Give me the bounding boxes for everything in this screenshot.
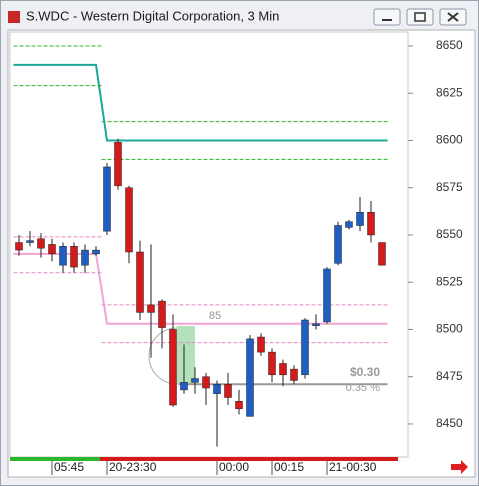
y-tick-label: 8550 (436, 227, 463, 241)
y-tick-label: 8650 (436, 38, 463, 52)
candle-body (378, 242, 386, 266)
y-tick-label: 8525 (436, 274, 463, 288)
candle-body (323, 268, 331, 323)
y-tick-label: 8500 (436, 322, 463, 336)
plot: 8450 8475 8500 8525 8550 8575 8600 8625 8650 05:4… (13, 38, 463, 475)
candle-body (92, 249, 100, 255)
candle-body (37, 238, 45, 249)
candle-body (125, 187, 133, 253)
x-tick-label: 20-23:30 (109, 460, 157, 474)
candle-body (191, 378, 199, 383)
close-icon (447, 12, 459, 22)
candle-body (147, 304, 155, 313)
candle-body (257, 336, 265, 353)
candle-body (356, 212, 364, 226)
annotation-arc (148, 327, 178, 385)
candle-body (345, 221, 353, 228)
indicator-line (13, 63, 388, 142)
session-strip (10, 457, 100, 461)
candle-body (180, 382, 188, 391)
y-tick-label: 8475 (436, 369, 463, 383)
y-tick-label: 8450 (436, 416, 463, 430)
candle-body (290, 368, 298, 381)
candle-body (81, 249, 89, 266)
x-tick-label: 00:00 (219, 460, 249, 474)
y-tick-label: 8575 (436, 180, 463, 194)
candle-body (279, 363, 287, 376)
y-tick-label: 8625 (436, 85, 463, 99)
candle-body (103, 166, 111, 232)
candle-body (301, 319, 309, 376)
candle-body (169, 329, 177, 406)
annotation: 0.35 % (346, 382, 380, 394)
candle-body (235, 401, 243, 410)
candle-body (26, 240, 34, 243)
minimize-button[interactable] (373, 8, 401, 26)
app-icon (8, 11, 20, 23)
session-strip (100, 457, 398, 461)
candle-body (268, 351, 276, 376)
candle-body (334, 225, 342, 264)
candle-body (114, 142, 122, 187)
scroll-arrow[interactable] (451, 460, 468, 474)
candle-body (312, 323, 320, 326)
candle-body (158, 300, 166, 328)
candle-body (367, 212, 375, 236)
candle-body (70, 246, 78, 268)
candle-body (213, 383, 221, 394)
candle-body (59, 246, 67, 266)
candle-body (15, 242, 23, 251)
x-tick-label: 21-00:30 (329, 460, 377, 474)
candle-body (136, 251, 144, 313)
window-buttons[interactable] (373, 8, 467, 26)
window-title: S.WDC - Western Digital Corporation, 3 M… (26, 8, 279, 23)
x-tick-label: 00:15 (274, 460, 304, 474)
candle-body (202, 376, 210, 389)
maximize-icon (414, 12, 426, 22)
highlight-box (177, 326, 195, 384)
y-tick-label: 8600 (436, 133, 463, 147)
candle-body (246, 338, 254, 417)
candle-body (48, 244, 56, 255)
candle-body (224, 383, 232, 398)
x-tick-label: 05:45 (54, 460, 84, 474)
annotation: 85 (209, 310, 221, 322)
maximize-button[interactable] (406, 8, 434, 26)
annotation: $0.30 (350, 365, 380, 379)
